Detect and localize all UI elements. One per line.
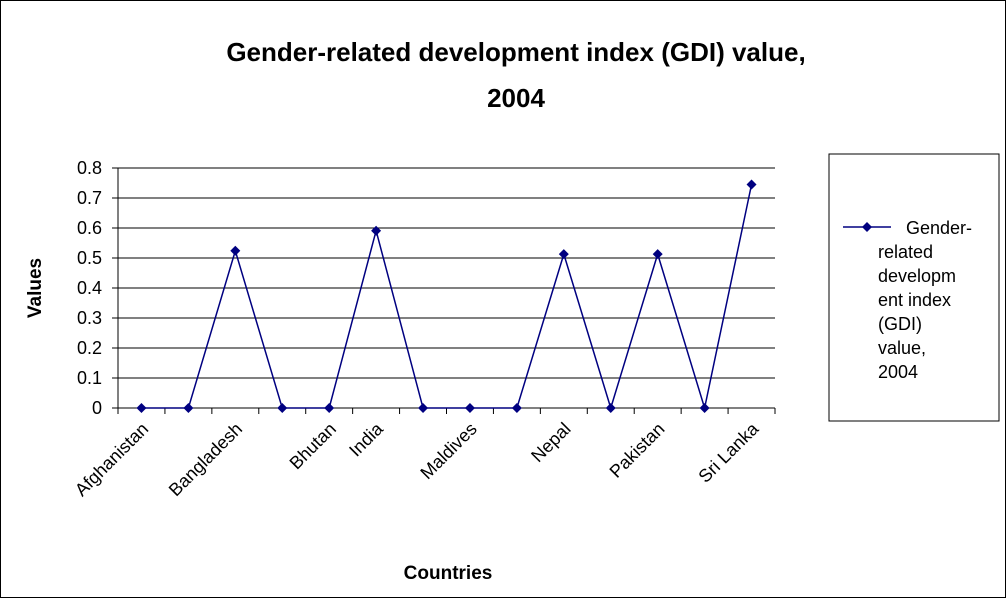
legend-label-line: 2004 [878, 362, 918, 382]
legend-label-line: related [878, 242, 933, 262]
data-point [699, 403, 710, 413]
x-tick-label: Bhutan [286, 419, 340, 473]
chart-title: Gender-related development index (GDI) v… [226, 37, 805, 113]
legend-marker [862, 222, 872, 232]
data-point [136, 403, 147, 413]
x-tick-label: India [345, 418, 387, 460]
data-point [746, 179, 757, 190]
x-tick-label: Afghanistan [71, 419, 152, 500]
x-tick-label: Pakistan [606, 419, 669, 482]
y-axis-title: Values [25, 258, 46, 318]
legend: Gender-related developm ent index (GDI) valu… [828, 153, 1000, 422]
data-point [464, 403, 475, 413]
series-gdi [136, 179, 757, 413]
y-tick-label: 0.3 [77, 308, 102, 328]
y-tick-label: 0.1 [77, 368, 102, 388]
legend-label-line: value, [878, 338, 926, 358]
data-point [371, 225, 382, 236]
y-tick-label: 0.6 [77, 218, 102, 238]
legend-label: Gender-related developm ent index (GDI) valu… [878, 218, 972, 382]
chart-title-line-2: 2004 [487, 83, 545, 113]
data-point [418, 403, 429, 413]
y-tick-label: 0.4 [77, 278, 102, 298]
axes [112, 167, 776, 414]
data-point [230, 245, 241, 256]
data-point [605, 403, 616, 413]
data-point [558, 249, 569, 260]
y-tick-label: 0.2 [77, 338, 102, 358]
x-tick-label: Sri Lanka [694, 418, 763, 487]
data-point [277, 403, 288, 413]
x-tick-label: Bangladesh [165, 419, 246, 500]
legend-label-line: (GDI) [878, 314, 922, 334]
y-tick-label: 0.7 [77, 188, 102, 208]
legend-label-line: Gender- [906, 218, 972, 238]
data-point [652, 249, 663, 260]
data-point [511, 403, 522, 413]
data-point [324, 403, 335, 413]
legend-label-line: ent index [878, 290, 951, 310]
y-tick-labels: 0 0.1 0.2 0.3 0.4 0.5 0.6 0.7 0.8 [77, 158, 102, 418]
legend-label-line: developm [878, 266, 956, 286]
chart-title-line-1: Gender-related development index (GDI) v… [226, 37, 805, 67]
y-tick-label: 0 [92, 398, 102, 418]
series-line [141, 184, 753, 411]
y-tick-label: 0.5 [77, 248, 102, 268]
x-tick-labels: Afghanistan Bangladesh Bhutan India Maldives… [71, 418, 763, 500]
x-axis-title: Countries [404, 563, 493, 584]
gridlines [118, 167, 775, 379]
x-tick-label: Maldives [416, 419, 480, 483]
y-tick-label: 0.8 [77, 158, 102, 178]
legend-box [828, 153, 1000, 422]
x-tick-label: Nepal [527, 419, 574, 466]
data-point [183, 403, 194, 413]
